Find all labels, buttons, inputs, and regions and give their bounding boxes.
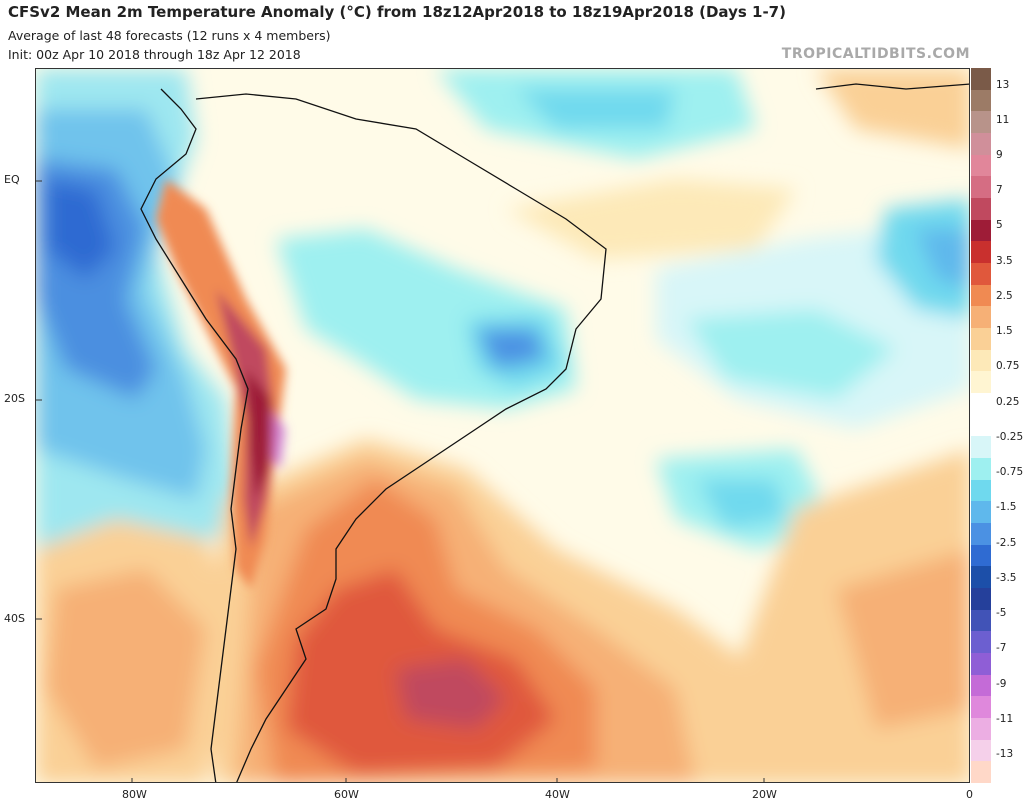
- anomaly-field: [36, 69, 969, 782]
- colorbar-segment: [971, 241, 991, 264]
- init-info: Init: 00z Apr 10 2018 through 18z Apr 12…: [8, 47, 301, 62]
- colorbar-segment: [971, 198, 991, 221]
- colorbar-segment: [971, 718, 991, 741]
- graticule-ticks: [36, 180, 765, 782]
- colorbar-label: 0.25: [996, 396, 1020, 408]
- colorbar-segment: [971, 219, 991, 242]
- colorbar-segment: [971, 544, 991, 567]
- colorbar-segment: [971, 68, 991, 91]
- lon-label-40w: 40W: [545, 788, 570, 801]
- colorbar-label: -9: [996, 678, 1007, 690]
- colorbar-segment: [971, 349, 991, 372]
- colorbar-segment: [971, 739, 991, 762]
- colorbar-segment: [971, 631, 991, 654]
- colorbar-segment: [971, 653, 991, 676]
- colorbar-segment: [971, 523, 991, 546]
- colorbar-label: -13: [996, 748, 1014, 760]
- colorbar-segment: [971, 436, 991, 459]
- colorbar-label: -2.5: [996, 537, 1017, 549]
- colorbar-segment: [971, 371, 991, 394]
- colorbar-label: -11: [996, 713, 1014, 725]
- colorbar-segment: [971, 566, 991, 589]
- colorbar-segment: [971, 609, 991, 632]
- colorbar-segment: [971, 154, 991, 177]
- lon-label-0: 0: [966, 788, 973, 801]
- colorbar-segment: [971, 328, 991, 351]
- colorbar-label: -0.75: [996, 466, 1024, 478]
- colorbar-label: 0.75: [996, 360, 1020, 372]
- colorbar-segment: [971, 501, 991, 524]
- colorbar-label: -5: [996, 607, 1007, 619]
- colorbar: [971, 68, 991, 784]
- colorbar-label: 2.5: [996, 290, 1013, 302]
- colorbar-label: -7: [996, 642, 1007, 654]
- colorbar-segment: [971, 588, 991, 611]
- colorbar-label: 11: [996, 114, 1010, 126]
- colorbar-segment: [971, 761, 991, 784]
- colorbar-label: 1.5: [996, 325, 1013, 337]
- colorbar-label: 5: [996, 219, 1003, 231]
- colorbar-segment: [971, 306, 991, 329]
- colorbar-segment: [971, 284, 991, 307]
- colorbar-segment: [971, 111, 991, 134]
- lon-label-60w: 60W: [334, 788, 359, 801]
- colorbar-label: -1.5: [996, 501, 1017, 513]
- colorbar-label: -0.25: [996, 431, 1024, 443]
- lat-label-eq: EQ: [4, 173, 20, 186]
- lat-label-20s: 20S: [4, 392, 25, 405]
- colorbar-segment: [971, 674, 991, 697]
- source-credit: TROPICALTIDBITS.COM: [781, 46, 970, 62]
- colorbar-label: 7: [996, 184, 1003, 196]
- coastlines: [140, 83, 969, 782]
- colorbar-label: -3.5: [996, 572, 1017, 584]
- colorbar-segment: [971, 89, 991, 112]
- lat-label-40s: 40S: [4, 612, 25, 625]
- colorbar-segment: [971, 393, 991, 416]
- colorbar-label: 9: [996, 149, 1003, 161]
- temperature-anomaly-map: [35, 68, 970, 783]
- map-title: CFSv2 Mean 2m Temperature Anomaly (°C) f…: [8, 3, 786, 21]
- colorbar-segment: [971, 133, 991, 156]
- colorbar-label: 13: [996, 79, 1010, 91]
- lon-label-80w: 80W: [122, 788, 147, 801]
- colorbar-label: 3.5: [996, 255, 1013, 267]
- colorbar-segment: [971, 263, 991, 286]
- colorbar-segment: [971, 479, 991, 502]
- colorbar-segment: [971, 414, 991, 437]
- colorbar-segment: [971, 696, 991, 719]
- lon-label-20w: 20W: [752, 788, 777, 801]
- map-subtitle: Average of last 48 forecasts (12 runs x …: [8, 28, 331, 43]
- colorbar-segment: [971, 458, 991, 481]
- colorbar-segment: [971, 176, 991, 199]
